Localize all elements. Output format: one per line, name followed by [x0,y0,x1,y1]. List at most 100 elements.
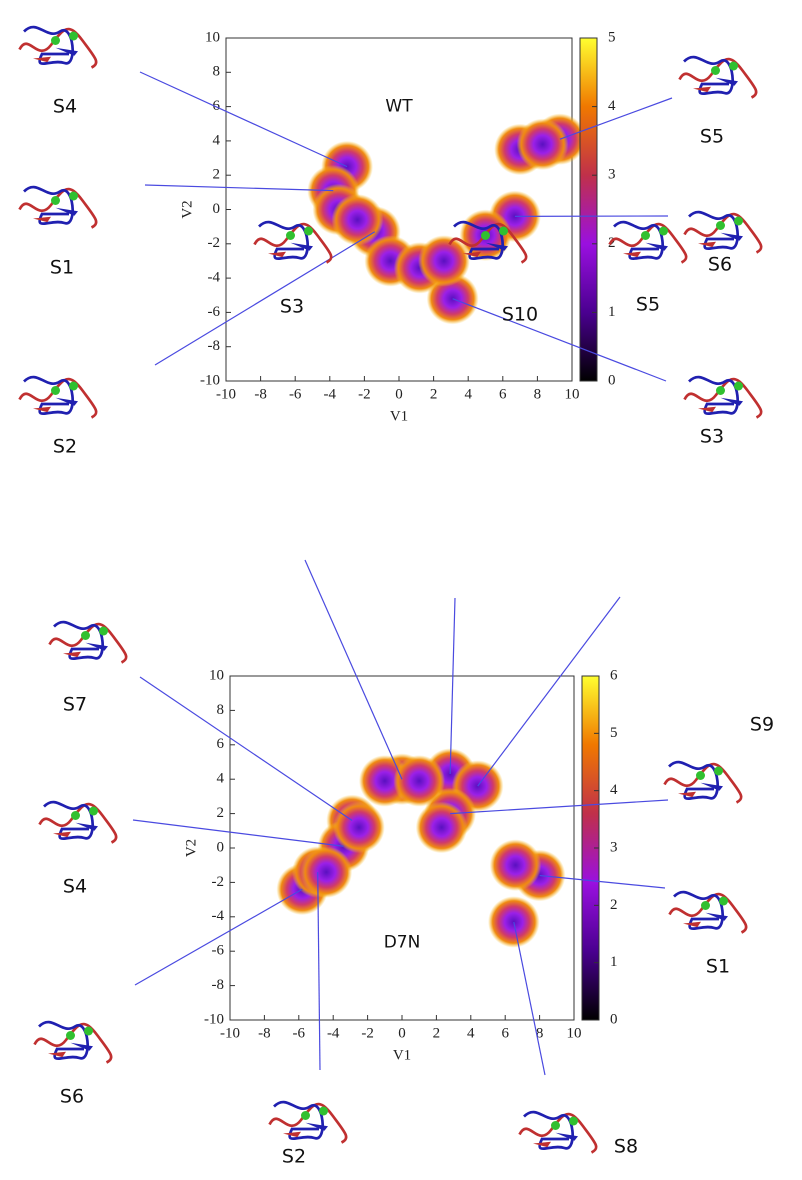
x-tick-label: 10 [567,1025,582,1041]
y-tick-label: 2 [213,167,221,183]
y-tick-label: 6 [213,98,221,114]
free-energy-basin [415,801,468,854]
pointer-line [539,874,666,889]
pointer-line [139,71,348,168]
chart-title: WT [385,97,413,117]
structure-image [518,1110,598,1154]
y-tick-label: 0 [213,201,221,217]
y-tick-label: -6 [208,304,221,320]
x-tick-label: 10 [565,386,580,402]
free-energy-basin [489,839,542,891]
state-label: S4 [53,96,77,118]
y-tick-label: -8 [208,338,221,354]
x-axis-label: V1 [393,1047,411,1063]
structure-image [678,55,758,99]
structure-image [663,760,743,804]
x-tick-label: 4 [467,1025,475,1041]
x-tick-label: 0 [398,1025,406,1041]
state-label: S2 [282,1146,306,1168]
x-tick-label: -4 [324,386,337,402]
x-tick-label: -2 [361,1025,374,1041]
pointer-line [452,298,667,382]
colorbar-tick-label: 0 [608,372,616,388]
x-tick-label: -8 [258,1025,271,1041]
y-tick-label: 10 [209,667,224,683]
x-tick-label: -6 [289,386,302,402]
structure-image [33,1020,113,1064]
colorbar-tick-label: 3 [610,839,618,855]
free-energy-basin [300,846,353,898]
y-tick-label: 6 [217,736,225,752]
state-label: S5 [636,294,660,316]
y-tick-label: -10 [204,1011,224,1027]
structure-image [608,220,688,264]
structure-image [683,375,763,419]
structure-image [268,1100,348,1144]
y-tick-label: 4 [213,132,221,148]
pointer-line [134,888,303,986]
y-tick-label: -10 [200,372,220,388]
y-tick-label: -8 [212,977,225,993]
chart-title: D7N [384,933,421,953]
pointer-line [139,676,353,821]
pointer-line [449,597,456,775]
state-label: S4 [63,876,87,898]
colorbar-tick-label: 2 [610,897,618,913]
free-energy-basin [418,235,470,287]
state-label: S8 [614,1136,638,1158]
x-tick-label: -8 [254,386,267,402]
state-label: S1 [50,257,74,279]
x-tick-label: -2 [358,386,371,402]
free-energy-basin [333,801,385,854]
x-tick-label: 6 [501,1025,509,1041]
structure-image [48,620,128,664]
structure-image [668,890,748,934]
x-axis-label: V1 [390,408,408,424]
y-axis-label: V2 [179,200,195,218]
pointer-line [154,231,376,366]
free-energy-basin [393,755,446,807]
x-tick-label: -10 [220,1025,240,1041]
x-tick-label: 4 [464,386,472,402]
pointer-line [559,97,673,140]
y-tick-label: 10 [205,29,220,45]
x-tick-label: 8 [536,1025,544,1041]
colorbar-tick-label: 5 [608,29,616,45]
state-label: S6 [708,254,732,276]
y-tick-label: 8 [213,64,221,80]
x-tick-label: -4 [327,1025,340,1041]
pointer-line [132,819,344,847]
x-tick-label: -10 [216,386,236,402]
colorbar-tick-label: 0 [610,1011,618,1027]
structure-image [18,375,98,419]
y-tick-label: -4 [208,270,221,286]
y-axis-label: V2 [183,839,199,857]
state-label: S7 [63,694,87,716]
state-label: S5 [700,126,724,148]
free-energy-basin [331,194,384,246]
pointer-line [317,872,321,1071]
y-tick-label: -4 [212,908,225,924]
y-tick-label: -2 [212,874,225,890]
state-label: S3 [700,426,724,448]
x-tick-label: -6 [293,1025,306,1041]
y-tick-label: 8 [217,702,225,718]
state-label: S3 [280,296,304,318]
colorbar-tick-label: 1 [608,304,616,320]
colorbar-tick-label: 5 [610,725,618,741]
y-tick-label: 0 [217,839,225,855]
colorbar-tick-label: 4 [610,782,618,798]
structure-image [683,210,763,254]
pointer-line [304,559,403,780]
x-tick-label: 6 [499,386,507,402]
state-label: S10 [502,304,538,326]
x-tick-label: 2 [430,386,438,402]
y-tick-label: 4 [217,771,225,787]
structure-image [18,185,98,229]
y-tick-label: 2 [217,805,225,821]
state-label: S2 [53,436,77,458]
y-tick-label: -2 [208,235,221,251]
colorbar-tick-label: 3 [608,167,616,183]
state-label: S1 [706,956,730,978]
